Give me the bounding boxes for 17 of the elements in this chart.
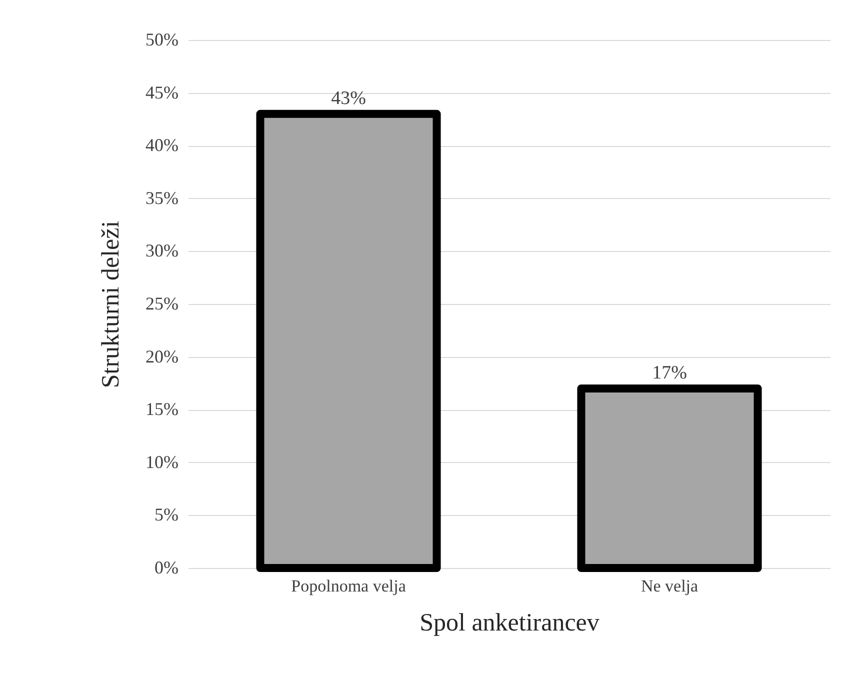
- data-label: 17%: [652, 362, 688, 384]
- x-tick-label: Ne velja: [640, 576, 699, 596]
- y-tick-label: 25%: [146, 294, 178, 314]
- data-label: 43%: [331, 88, 366, 109]
- y-tick-label: 15%: [146, 399, 178, 420]
- y-tick-label: 0%: [154, 558, 178, 578]
- y-tick-label: 40%: [146, 135, 178, 156]
- y-tick-label: 20%: [146, 346, 178, 366]
- y-axis-title: Strukturni deleži: [98, 220, 125, 388]
- y-tick-label: 30%: [146, 240, 178, 261]
- y-tick-label: 5%: [154, 504, 178, 525]
- y-tick-label: 50%: [146, 30, 178, 50]
- x-axis-title: Spol anketirancev: [420, 610, 600, 636]
- x-tick-label: Popolnoma velja: [291, 576, 406, 596]
- y-tick-label: 35%: [146, 188, 178, 208]
- y-tick-label: 10%: [146, 452, 178, 472]
- y-tick-label: 45%: [146, 82, 178, 102]
